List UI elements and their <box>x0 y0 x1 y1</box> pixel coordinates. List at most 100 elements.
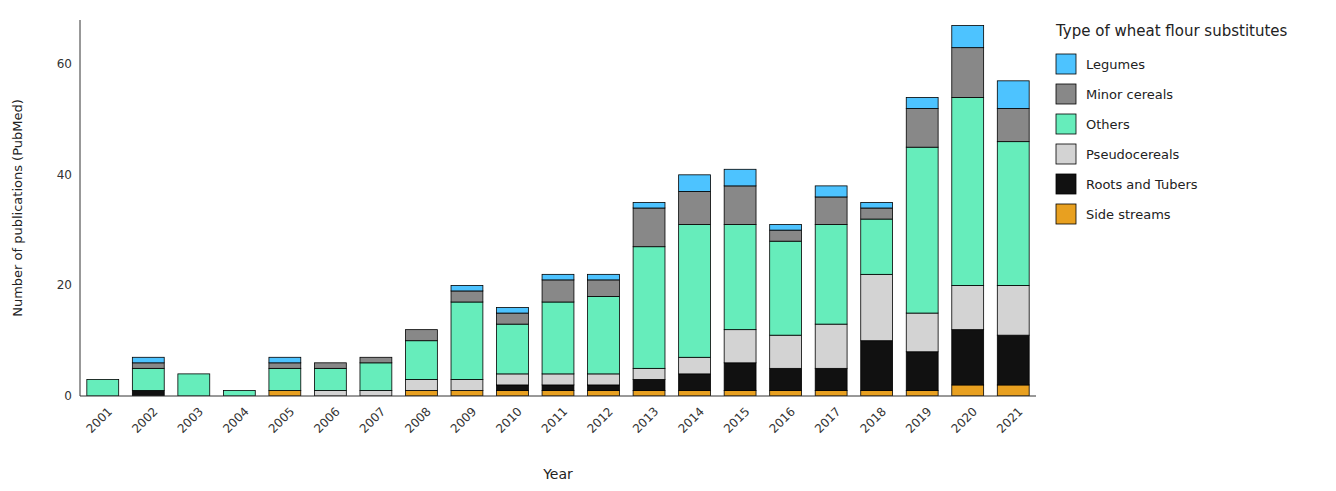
x-tick-label: 2003 <box>175 404 206 435</box>
bar-segment <box>906 352 938 391</box>
bar-segment <box>588 296 620 373</box>
bar-segment <box>997 81 1029 109</box>
bar-segment <box>269 357 301 363</box>
x-tick-label: 2001 <box>84 404 115 435</box>
bar-segment <box>679 225 711 358</box>
bars <box>87 26 1029 396</box>
bar-segment <box>588 274 620 280</box>
legend-swatch <box>1056 144 1076 164</box>
y-tick-label: 40 <box>57 168 72 182</box>
bar-segment <box>588 390 620 396</box>
bar-segment <box>770 225 802 231</box>
bar-segment <box>906 313 938 352</box>
bar-segment <box>861 208 893 219</box>
x-tick-label: 2015 <box>721 404 752 435</box>
bar-segment <box>223 390 255 391</box>
bar-segment <box>724 225 756 330</box>
bar-segment <box>906 108 938 147</box>
bar-segment <box>360 390 392 396</box>
bar-segment <box>542 390 574 396</box>
bar-segment <box>588 385 620 391</box>
bar-segment <box>861 219 893 274</box>
bar-segment <box>178 373 210 374</box>
bar-segment <box>724 363 756 391</box>
y-axis-line <box>80 20 81 396</box>
bar-segment <box>223 390 255 391</box>
bar-segment <box>542 302 574 374</box>
bar-segment <box>269 363 301 369</box>
bar-segment <box>405 329 437 330</box>
bar-segment <box>633 247 665 369</box>
bar-segment <box>497 385 529 391</box>
legend-label: Side streams <box>1086 207 1171 222</box>
x-axis-label: Year <box>542 466 573 482</box>
x-tick-label: 2002 <box>129 404 160 435</box>
bar-segment <box>542 374 574 385</box>
bar-segment <box>132 390 164 396</box>
bar-segment <box>997 285 1029 335</box>
bar-segment <box>87 379 119 380</box>
bar-segment <box>269 368 301 390</box>
x-tick-label: 2018 <box>858 404 889 435</box>
bar-segment <box>633 390 665 396</box>
bar-segment <box>87 379 119 396</box>
bar-segment <box>405 390 437 396</box>
bar-segment <box>542 385 574 391</box>
bar-segment <box>451 379 483 390</box>
legend-swatch <box>1056 114 1076 134</box>
legend-swatch <box>1056 174 1076 194</box>
bar-segment <box>724 390 756 396</box>
bar-segment <box>952 26 984 48</box>
y-tick-label: 60 <box>57 57 72 71</box>
bar-segment <box>132 357 164 363</box>
y-axis-label: Number of publications (PubMed) <box>10 99 25 317</box>
bar-segment <box>178 373 210 374</box>
bar-segment <box>861 274 893 340</box>
x-tick-label: 2008 <box>402 404 433 435</box>
bar-segment <box>724 330 756 363</box>
bar-segment <box>451 302 483 379</box>
bar-segment <box>405 379 437 390</box>
bar-segment <box>633 368 665 379</box>
bar-segment <box>633 379 665 390</box>
bar-segment <box>997 385 1029 396</box>
bar-segment <box>952 48 984 98</box>
bar-segment <box>770 368 802 390</box>
bar-segment <box>952 330 984 385</box>
bar-segment <box>497 390 529 396</box>
bar-segment <box>815 324 847 368</box>
bar-segment <box>451 291 483 302</box>
bar-segment <box>497 324 529 374</box>
y-tick-label: 20 <box>57 278 72 292</box>
legend-label: Others <box>1086 117 1130 132</box>
bar-segment <box>906 390 938 396</box>
bar-segment <box>861 202 893 208</box>
bar-segment <box>497 308 529 314</box>
bar-segment <box>223 390 255 396</box>
bar-segment <box>178 374 210 396</box>
x-tick-label: 2014 <box>675 404 706 435</box>
bar-segment <box>451 285 483 291</box>
x-tick-label: 2005 <box>266 404 297 435</box>
bar-segment <box>952 385 984 396</box>
bar-segment <box>132 368 164 390</box>
legend: Type of wheat flour substitutesLegumesMi… <box>1055 22 1288 224</box>
bar-segment <box>679 175 711 192</box>
bar-segment <box>269 390 301 396</box>
bar-segment <box>770 230 802 241</box>
bar-segment <box>815 186 847 197</box>
bar-segment <box>497 374 529 385</box>
legend-swatch <box>1056 54 1076 74</box>
bar-segment <box>997 335 1029 385</box>
bar-segment <box>132 363 164 369</box>
bar-segment <box>906 147 938 313</box>
bar-segment <box>906 97 938 108</box>
legend-label: Minor cereals <box>1086 87 1173 102</box>
bar-segment <box>724 186 756 225</box>
legend-swatch <box>1056 84 1076 104</box>
x-tick-label: 2006 <box>311 404 342 435</box>
bar-segment <box>770 335 802 368</box>
bar-segment <box>314 390 346 396</box>
bar-segment <box>542 274 574 280</box>
bar-segment <box>588 374 620 385</box>
